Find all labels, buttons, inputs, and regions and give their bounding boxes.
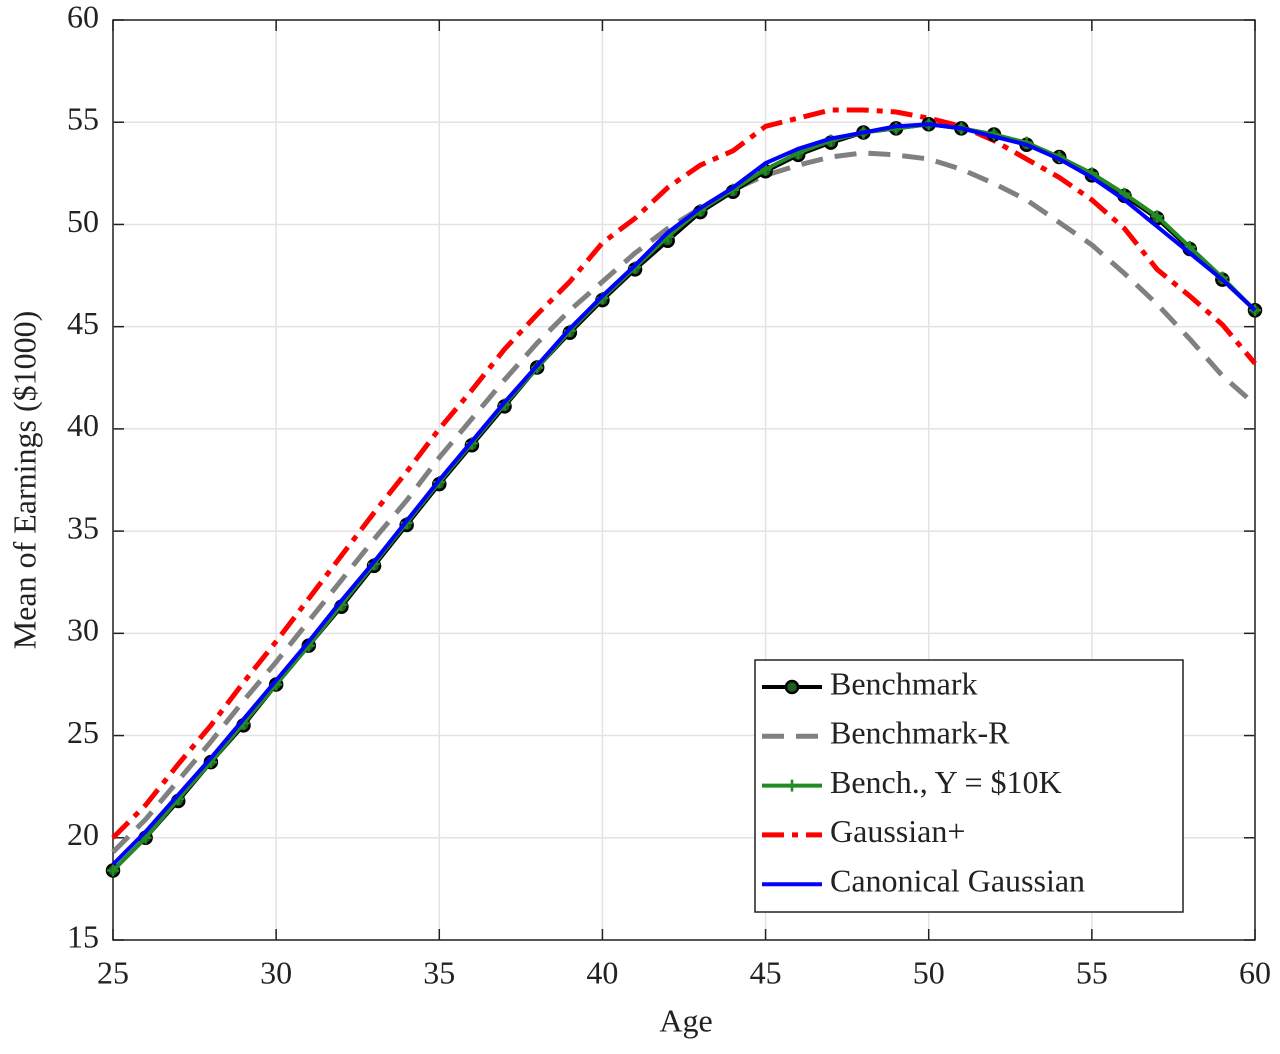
series-line xyxy=(111,122,1257,866)
y-tick-label: 20 xyxy=(67,816,99,852)
y-tick-label: 15 xyxy=(67,918,99,954)
series-line xyxy=(111,107,1257,840)
legend-box xyxy=(754,659,1184,913)
x-tick-label: 55 xyxy=(1076,954,1108,990)
y-tick-label: 35 xyxy=(67,509,99,545)
y-tick-label: 40 xyxy=(67,407,99,443)
legend-label: Benchmark xyxy=(830,665,978,701)
y-tick-label: 50 xyxy=(67,203,99,239)
x-tick-label: 30 xyxy=(260,954,292,990)
y-tick-label: 55 xyxy=(67,101,99,137)
y-axis-label: Mean of Earnings ($1000) xyxy=(6,311,42,650)
legend-marker xyxy=(786,779,798,792)
y-tick-label: 60 xyxy=(67,0,99,34)
legend-label: Canonical Gaussian xyxy=(830,863,1085,899)
x-tick-label: 60 xyxy=(1239,954,1271,990)
x-tick-label: 50 xyxy=(913,954,945,990)
series-line xyxy=(111,122,1257,872)
x-tick-label: 25 xyxy=(97,954,129,990)
y-tick-label: 30 xyxy=(67,612,99,648)
marker xyxy=(1151,210,1164,223)
x-tick-label: 45 xyxy=(750,954,782,990)
legend-label: Benchmark-R xyxy=(830,715,1010,751)
legend-label: Gaussian+ xyxy=(830,813,965,849)
legend-marker xyxy=(784,679,800,695)
legend: Benchmark Benchmark-R Bench., Y = $10K Gaus… xyxy=(754,659,1184,913)
x-tick-label: 40 xyxy=(586,954,618,990)
plot-frame xyxy=(112,19,1256,941)
x-axis-label: Age xyxy=(659,1002,712,1038)
y-tick-label: 45 xyxy=(67,305,99,341)
y-tick-label: 25 xyxy=(67,714,99,750)
marker xyxy=(107,864,119,877)
x-tick-label: 35 xyxy=(423,954,455,990)
legend-label: Bench., Y = $10K xyxy=(830,764,1062,800)
